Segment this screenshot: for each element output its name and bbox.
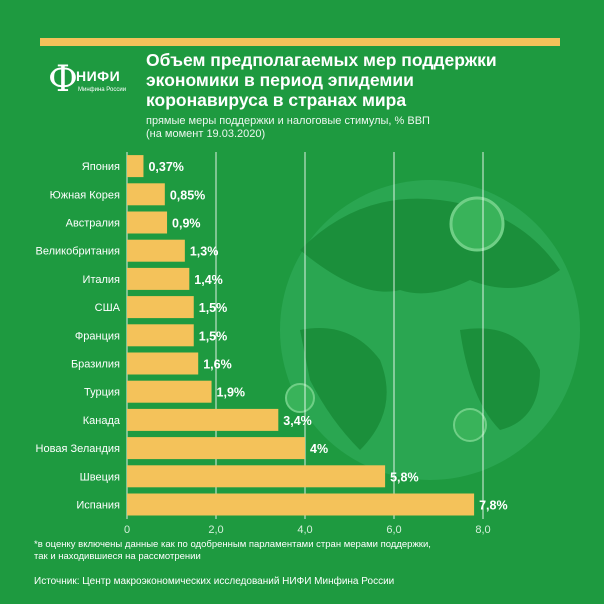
x-tick-label: 4,0 [297, 524, 312, 536]
nifi-logo: Ф НИФИ Минфина России [48, 62, 148, 102]
category-label: Турция [84, 387, 120, 399]
data-label: 3,4% [283, 414, 312, 428]
bar [127, 465, 386, 488]
virus-icon [453, 408, 487, 442]
category-label: Новая Зеландия [36, 443, 120, 455]
x-tick-label: 2,0 [208, 524, 223, 536]
data-label: 1,5% [199, 301, 228, 315]
bar [127, 239, 185, 262]
x-tick-label: 6,0 [386, 524, 401, 536]
logo-subtext: Минфина России [78, 87, 127, 93]
category-label: США [95, 302, 121, 314]
data-label: 1,3% [190, 245, 219, 259]
phi-logo-icon: Ф [48, 59, 78, 100]
bar [127, 183, 165, 206]
data-label: 1,6% [203, 358, 232, 372]
data-label: 1,4% [194, 273, 223, 287]
logo-text: НИФИ [76, 68, 121, 84]
data-label: 4% [310, 442, 328, 456]
footnote: *в оценку включены данные как по одобрен… [34, 539, 431, 562]
category-label: Южная Корея [50, 189, 120, 201]
bar [127, 296, 194, 319]
category-label: Швеция [80, 471, 120, 483]
continent-shape [460, 328, 540, 430]
x-tick-label: 8,0 [475, 524, 490, 536]
category-label: Великобритания [36, 246, 121, 258]
source-note: Источник: Центр макроэкономических иссле… [34, 576, 395, 587]
bar [127, 408, 279, 431]
category-label: Бразилия [71, 359, 120, 371]
x-tick-label: 0 [124, 524, 130, 536]
bar [127, 437, 305, 460]
data-label: 1,9% [217, 386, 246, 400]
category-label: Япония [82, 161, 120, 173]
bar [127, 380, 212, 403]
bar [127, 324, 194, 347]
chart-subtitle: прямые меры поддержки и налоговые стимул… [146, 115, 430, 140]
category-label: Испания [76, 500, 120, 512]
bar [127, 211, 168, 234]
category-label: Канада [83, 415, 121, 427]
bar [127, 155, 144, 178]
data-label: 0,9% [172, 217, 201, 231]
bar [127, 352, 199, 375]
category-label: Франция [75, 330, 120, 342]
data-label: 5,8% [390, 470, 419, 484]
category-label: Австралия [66, 218, 120, 230]
virus-icon [449, 196, 505, 252]
data-label: 0,37% [148, 160, 183, 174]
category-label: Италия [83, 274, 121, 286]
virus-icon [285, 383, 315, 413]
accent-bar [40, 38, 560, 46]
chart-title: Объем предполагаемых мер поддержки эконо… [146, 50, 497, 110]
data-label: 7,8% [479, 499, 508, 513]
bar [127, 493, 475, 516]
data-label: 0,85% [170, 188, 205, 202]
data-label: 1,5% [199, 329, 228, 343]
continent-shape [300, 328, 387, 450]
bar [127, 267, 190, 290]
